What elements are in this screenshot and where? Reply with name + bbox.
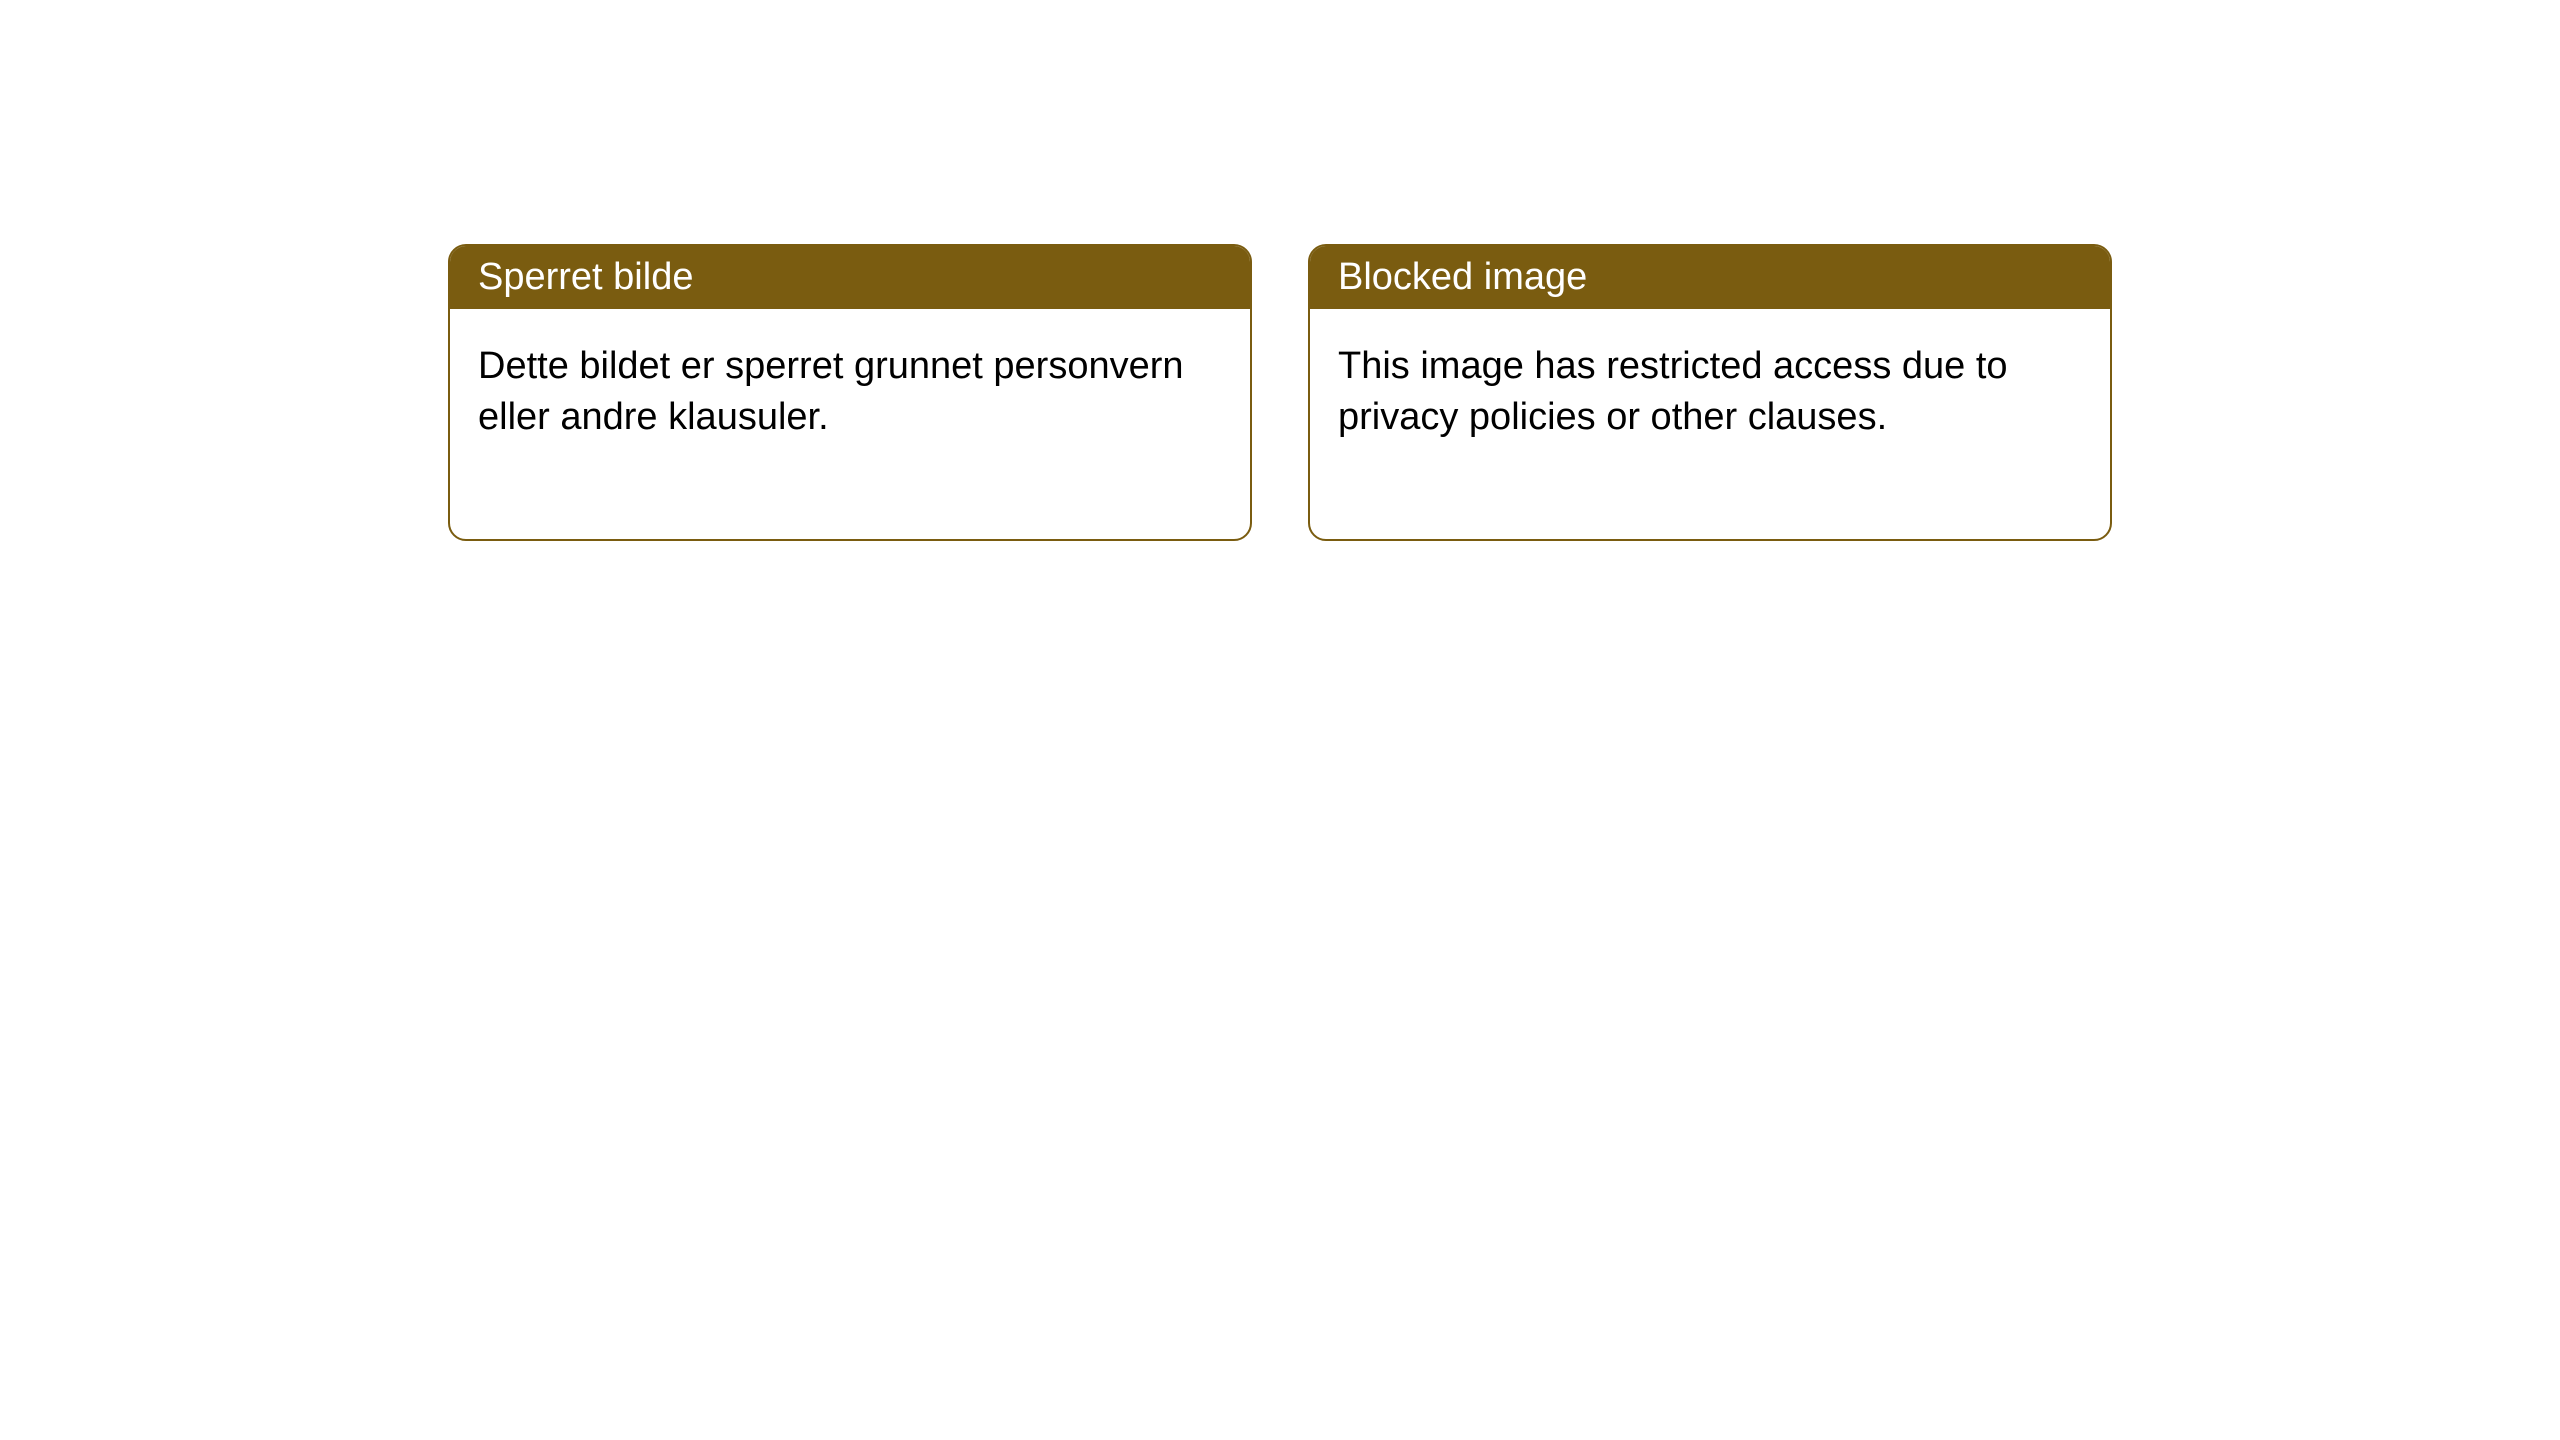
blocked-image-card-norwegian: Sperret bilde Dette bildet er sperret gr… bbox=[448, 244, 1252, 541]
card-header-english: Blocked image bbox=[1310, 246, 2110, 309]
card-header-norwegian: Sperret bilde bbox=[450, 246, 1250, 309]
blocked-image-cards: Sperret bilde Dette bildet er sperret gr… bbox=[448, 244, 2112, 541]
card-title-norwegian: Sperret bilde bbox=[478, 256, 693, 298]
card-message-norwegian: Dette bildet er sperret grunnet personve… bbox=[478, 345, 1184, 438]
card-body-norwegian: Dette bildet er sperret grunnet personve… bbox=[450, 309, 1250, 539]
card-message-english: This image has restricted access due to … bbox=[1338, 345, 2008, 438]
card-title-english: Blocked image bbox=[1338, 256, 1587, 298]
card-body-english: This image has restricted access due to … bbox=[1310, 309, 2110, 539]
blocked-image-card-english: Blocked image This image has restricted … bbox=[1308, 244, 2112, 541]
